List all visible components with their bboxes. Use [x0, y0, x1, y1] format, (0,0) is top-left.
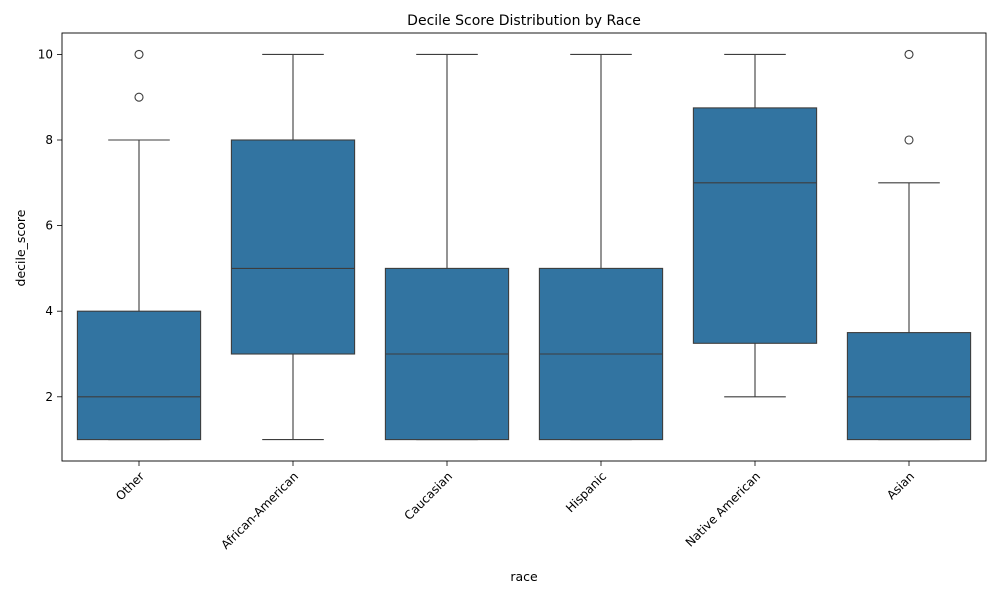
- box-asian: [846, 332, 972, 441]
- plot-frame: [61, 32, 987, 462]
- x-tick-label-asian: Asian: [884, 469, 917, 502]
- y-tick-label-8: 8: [45, 133, 53, 147]
- box-other: [76, 310, 202, 441]
- x-tick-label-african-american: African-American: [218, 469, 301, 552]
- chart-title: Decile Score Distribution by Race: [407, 13, 641, 29]
- y-tick-label-10: 10: [38, 47, 53, 61]
- outlier-asian-10: [904, 49, 914, 59]
- plot-area: 2 4 6 8 10 Other African-American Caucasian Hisp…: [38, 32, 987, 552]
- x-tick-label-caucasian: Caucasian: [401, 469, 455, 523]
- outlier-other-10: [134, 49, 144, 59]
- x-tick-label-native-american: Native American: [683, 469, 763, 549]
- y-axis-label: decile_score: [13, 209, 28, 286]
- y-tick-label-2: 2: [45, 390, 53, 404]
- outlier-other-9: [134, 92, 144, 102]
- y-tick-label-4: 4: [45, 304, 53, 318]
- x-tick-label-other: Other: [113, 469, 147, 503]
- y-tick-label-6: 6: [45, 219, 53, 233]
- x-axis-label: race: [510, 569, 538, 584]
- outlier-asian-8: [904, 135, 914, 145]
- box-native-american: [692, 107, 818, 344]
- x-tick-label-hispanic: Hispanic: [563, 469, 609, 515]
- box-african-american: [230, 139, 356, 355]
